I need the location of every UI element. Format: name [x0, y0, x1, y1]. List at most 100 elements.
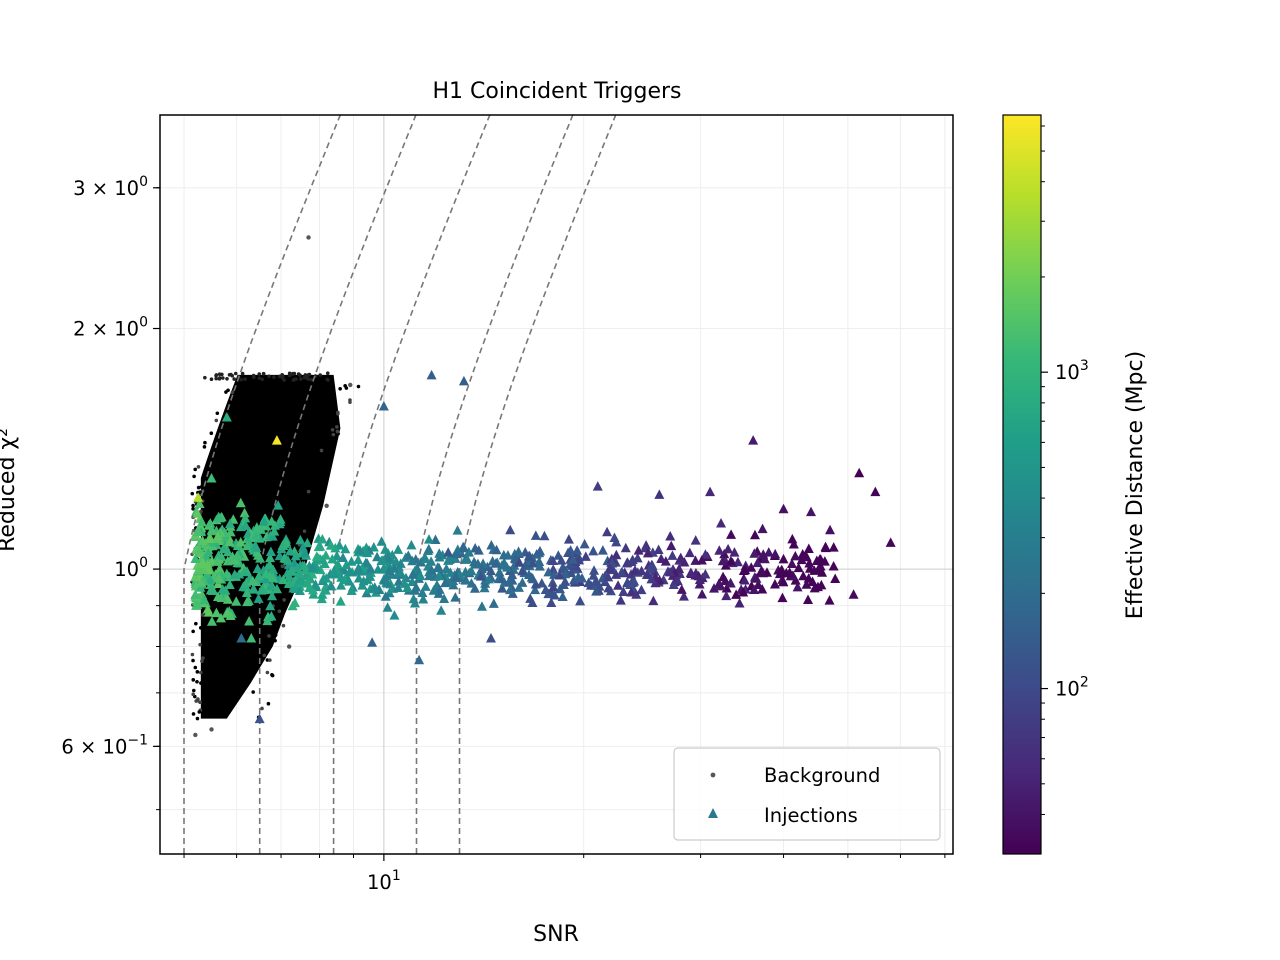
injection-point	[563, 534, 574, 544]
background-point	[200, 613, 205, 617]
background-point	[266, 701, 271, 706]
injection-point	[211, 607, 222, 618]
injection-point	[460, 575, 471, 585]
background-point	[281, 623, 286, 628]
background-point	[338, 386, 342, 391]
injection-point	[239, 507, 250, 518]
injection-point	[239, 566, 250, 577]
injection-point	[192, 526, 203, 537]
injection-point	[285, 545, 296, 556]
injection-point	[483, 573, 494, 584]
injection-point	[611, 549, 622, 560]
injection-point	[246, 633, 257, 643]
injection-point	[247, 575, 258, 586]
injection-point	[798, 570, 809, 581]
injection-point	[192, 508, 203, 518]
injection-point	[536, 578, 547, 588]
injection-point	[755, 567, 766, 577]
injection-point	[560, 568, 571, 579]
injection-point	[426, 556, 437, 566]
injection-point	[517, 565, 528, 576]
injection-point	[265, 580, 276, 591]
injection-point	[251, 542, 262, 553]
injection-point	[848, 589, 859, 599]
injection-point	[239, 551, 250, 561]
injection-point	[423, 543, 434, 554]
injection-point	[490, 558, 501, 568]
injection-point	[615, 595, 626, 605]
injection-point	[221, 411, 232, 422]
injection-point	[525, 593, 536, 603]
background-point	[198, 670, 203, 675]
injection-point	[694, 574, 705, 584]
axes: 101 3 × 100 2 × 100 100 6 × 10−1	[61, 174, 946, 894]
injection-point	[622, 557, 633, 567]
background-point	[191, 678, 196, 682]
injection-point	[606, 564, 617, 574]
injection-point	[337, 552, 348, 562]
injection-point	[753, 579, 764, 590]
injection-point	[590, 575, 601, 586]
background-point	[199, 681, 203, 685]
background-point	[197, 710, 202, 714]
injection-point	[215, 512, 226, 523]
background-point	[356, 384, 361, 389]
injection-point	[232, 550, 243, 560]
injection-point	[190, 589, 201, 599]
injection-point	[759, 553, 770, 564]
background-point	[194, 621, 198, 626]
injection-point	[327, 553, 338, 564]
x-axis-label: SNR	[533, 922, 579, 947]
injection-point	[543, 588, 554, 599]
injection-point	[777, 592, 788, 603]
injection-point	[214, 563, 225, 573]
injection-point	[476, 563, 487, 574]
injection-point	[603, 582, 614, 593]
injection-point	[382, 602, 393, 612]
background-point	[230, 390, 235, 395]
injection-point	[430, 534, 441, 544]
injection-point	[568, 554, 579, 564]
background-point	[279, 611, 284, 616]
injection-point	[377, 555, 388, 565]
injection-point	[415, 570, 426, 581]
injection-point	[485, 565, 496, 576]
injection-point	[466, 565, 477, 576]
background-point	[243, 377, 247, 381]
plot-frame	[159, 114, 954, 855]
background-point	[261, 371, 266, 376]
injection-point	[539, 530, 550, 541]
background-point	[203, 375, 207, 380]
injection-point	[803, 543, 814, 554]
injection-point	[215, 612, 226, 623]
background-point	[224, 390, 228, 394]
injection-point	[534, 556, 545, 566]
injection-point	[523, 569, 534, 579]
injection-point	[589, 565, 600, 575]
injection-point	[714, 545, 725, 555]
injection-point	[194, 498, 205, 508]
injection-point	[197, 535, 208, 546]
background-point	[336, 410, 340, 415]
injection-point	[717, 555, 728, 566]
injection-point	[646, 573, 657, 584]
injection-point	[523, 551, 534, 561]
injection-point	[346, 585, 357, 595]
injection-point	[219, 540, 230, 550]
background-point	[209, 431, 214, 436]
injection-point	[514, 557, 525, 567]
injection-point	[803, 594, 814, 604]
background-point	[251, 690, 255, 694]
background-point	[214, 418, 219, 423]
injection-point	[613, 580, 624, 590]
injection-point	[204, 533, 215, 544]
injection-point	[685, 567, 696, 578]
injection-point	[547, 555, 558, 566]
background-point	[260, 706, 264, 711]
background-point	[209, 377, 214, 382]
background-point	[309, 377, 314, 382]
background-point	[305, 532, 310, 536]
background-point	[252, 375, 256, 380]
injection-point	[426, 369, 437, 380]
injection-point	[317, 534, 328, 544]
